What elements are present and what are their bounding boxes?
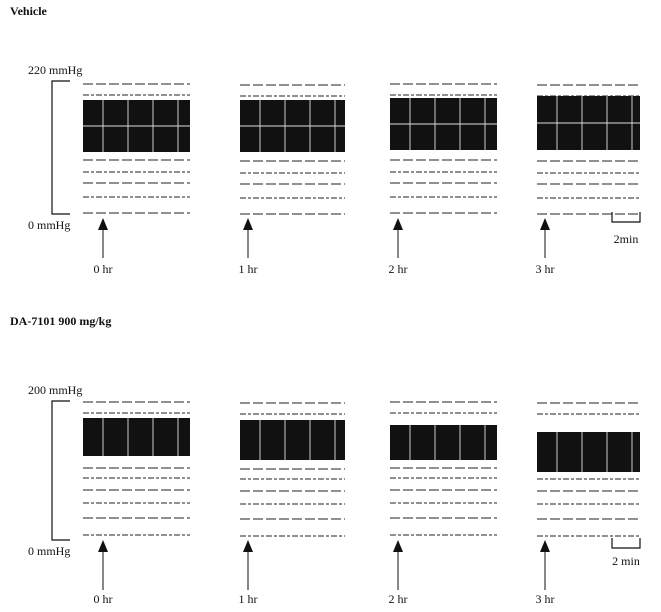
arrow-head xyxy=(540,540,550,552)
time-label: 3 hr xyxy=(536,592,555,606)
pressure-trace xyxy=(537,432,640,472)
arrow-head xyxy=(98,540,108,552)
time-label: 2 hr xyxy=(389,592,408,606)
time-label: 1 hr xyxy=(239,592,258,606)
figure: Vehicle 220 mmHg 0 mmHg 0 hr 1 hr 2 hr 3 hr 2mi… xyxy=(0,0,661,607)
panel-title: Vehicle xyxy=(10,4,48,18)
time-label: 2 hr xyxy=(389,262,408,276)
scale-top-label: 200 mmHg xyxy=(28,383,82,397)
scale-bottom-label: 0 mmHg xyxy=(28,218,70,232)
panel-title: DA-7101 900 mg/kg xyxy=(10,314,111,328)
arrow-head xyxy=(540,218,550,230)
arrow-head xyxy=(98,218,108,230)
arrow-head xyxy=(393,218,403,230)
scale-bottom-label: 0 mmHg xyxy=(28,544,70,558)
scale-bracket xyxy=(52,81,70,214)
time-label: 1 hr xyxy=(239,262,258,276)
pressure-trace xyxy=(240,420,345,460)
arrow-head xyxy=(243,218,253,230)
time-label: 0 hr xyxy=(94,592,113,606)
scale-top-label: 220 mmHg xyxy=(28,63,82,77)
scale-bracket xyxy=(52,401,70,540)
scale-bar xyxy=(612,538,640,548)
time-label: 3 hr xyxy=(536,262,555,276)
scale-bar-label: 2min xyxy=(614,232,639,246)
pressure-trace xyxy=(390,425,497,460)
arrow-head xyxy=(243,540,253,552)
time-label: 0 hr xyxy=(94,262,113,276)
arrow-head xyxy=(393,540,403,552)
scale-bar-label: 2 min xyxy=(612,554,640,568)
pressure-trace xyxy=(83,418,190,456)
